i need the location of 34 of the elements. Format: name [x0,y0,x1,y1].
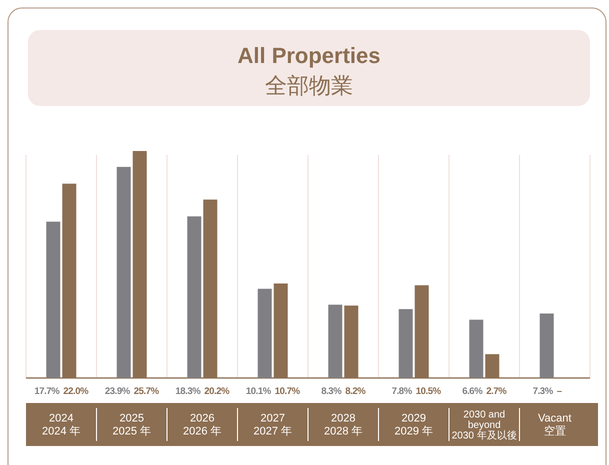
text: – [556,386,562,397]
data-label: 20.2% [204,386,230,397]
x-tick-label: 2024 2024 年 [42,412,81,438]
data-label: 2.7% [486,386,508,397]
data-label: 10.7% [274,386,301,397]
x-tick-label: 2025 2025 年 [112,412,152,438]
bar [258,288,272,378]
data-label: 25.7% [134,386,160,397]
chart-title: All Properties [237,43,381,68]
bar [540,314,554,378]
bar [116,166,131,378]
data-label: 23.9% [104,386,131,397]
x-tick-label: 2027 2027 年 [253,412,292,438]
data-label: 22.0% [63,386,90,397]
chart-subtitle: 全部物業 [265,73,353,98]
data-label: 17.7% [34,386,60,397]
bar [187,216,202,378]
x-tick-label: 2030 and beyond 2030 年及以後 [452,410,517,442]
data-label: 18.3% [175,386,202,397]
data-label: 8.2% [345,386,366,397]
x-tick-label: 2029 2029 年 [394,412,434,438]
data-label: 10.5% [416,386,442,397]
x-tick-label: Vacant 空置 [538,412,572,438]
x-tick-label: 2028 2028 年 [324,412,363,438]
bar [469,320,484,378]
bar [46,222,60,378]
data-label: 10.1% [246,386,272,397]
bar [398,309,413,378]
x-tick-label: 2026 2026 年 [182,412,222,438]
data-label: 7.8% [392,386,413,397]
data-label: 7.3% [532,386,554,397]
bar [328,304,342,378]
data-label: 8.3% [321,386,342,397]
data-label: 6.6% [462,386,484,397]
